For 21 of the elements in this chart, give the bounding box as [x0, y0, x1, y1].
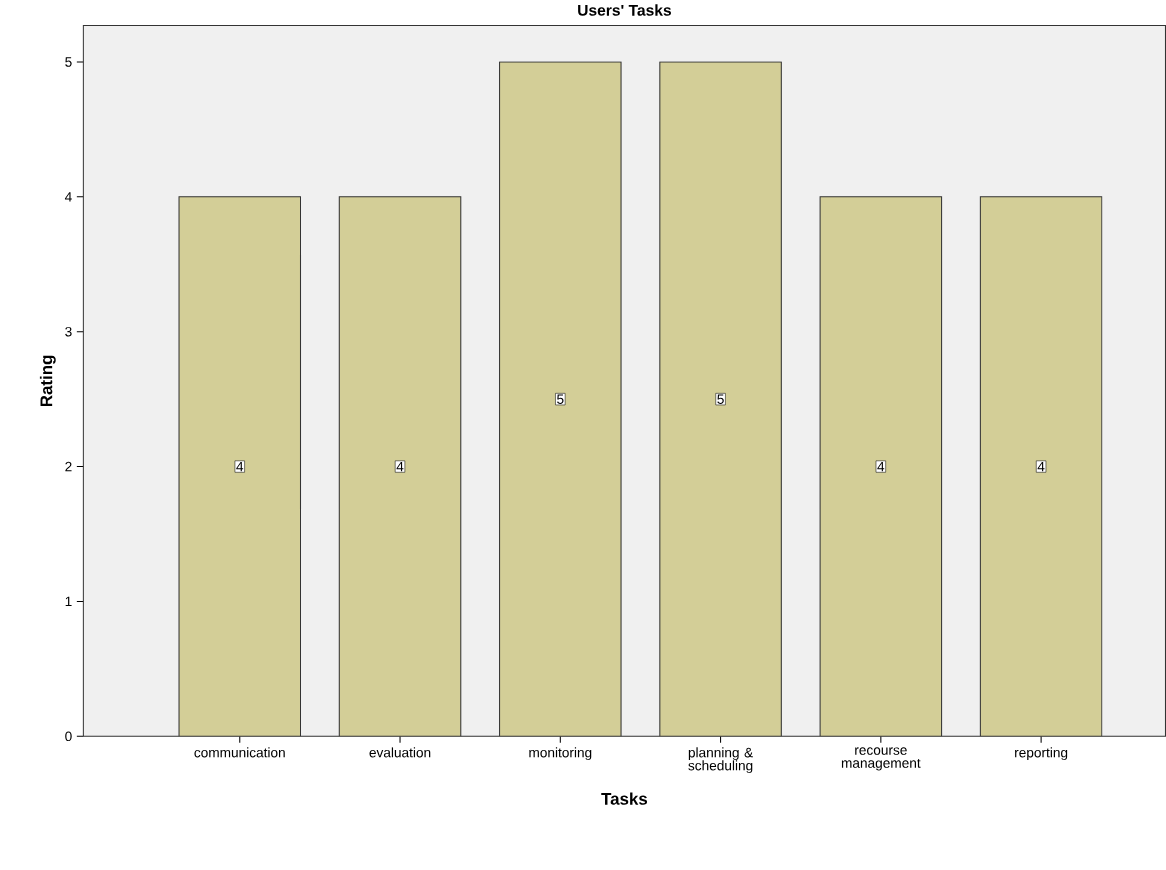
y-tick-label: 4: [64, 192, 72, 202]
data-label: 4: [1037, 461, 1045, 472]
data-label: 5: [557, 394, 564, 405]
x-tick-label: evaluation: [369, 747, 431, 758]
y-axis-title: Rating: [39, 355, 56, 407]
x-tick-label: monitoring: [529, 747, 592, 761]
data-label: 5: [717, 394, 724, 405]
y-tick-label: 5: [65, 57, 72, 67]
y-tick-label: 3: [65, 326, 72, 337]
x-tick-label: communication: [194, 747, 285, 758]
y-tick-label: 1: [65, 596, 72, 607]
x-tick-label: planning & scheduling: [688, 747, 753, 774]
x-tick-label: reporting: [1015, 747, 1068, 761]
y-tick-label: 0: [65, 731, 72, 742]
y-tick-label: 2: [65, 461, 72, 472]
data-label: 4: [236, 461, 244, 472]
data-label: 4: [877, 461, 885, 472]
x-tick-label: recourse management: [841, 747, 921, 771]
chart-title: Users' Tasks: [578, 4, 671, 16]
x-axis-title: Tasks: [601, 792, 648, 805]
data-label: 4: [396, 461, 404, 472]
